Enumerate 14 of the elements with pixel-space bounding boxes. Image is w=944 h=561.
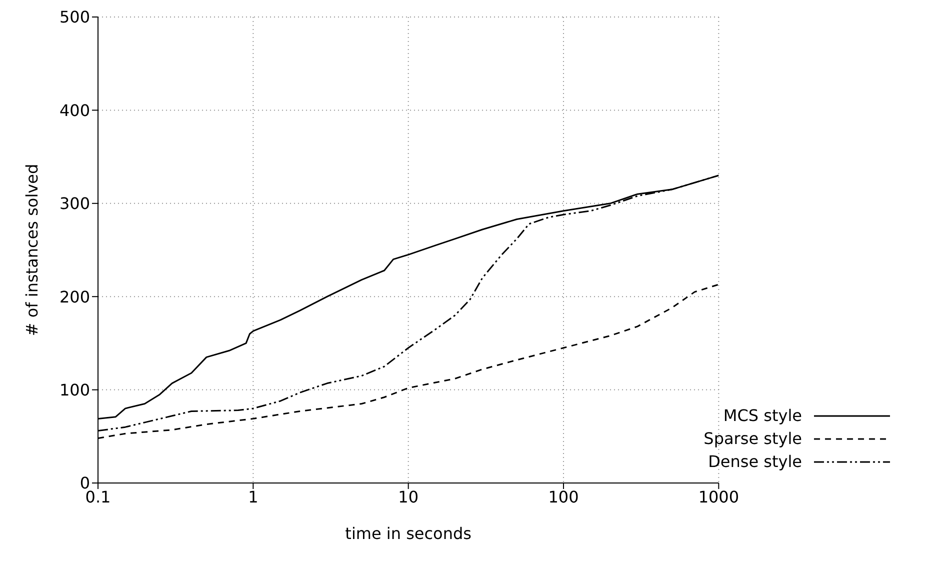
y-tick-label: 100 [59,380,90,400]
y-tick-label: 300 [59,194,90,214]
x-axis-title: time in seconds [345,524,472,543]
y-tick-label: 200 [59,287,90,306]
legend-label: MCS style [723,405,802,427]
legend-label: Dense style [708,451,802,473]
x-tick-label: 1 [248,487,258,506]
x-tick-label: 1000 [698,487,740,506]
y-tick-label: 500 [59,8,90,27]
legend-label: Sparse style [704,428,802,450]
y-axis-title: # of instances solved [22,164,42,336]
x-tick-label: 100 [548,487,579,506]
x-tick-label: 10 [398,487,419,506]
y-tick-label: 400 [59,100,90,120]
